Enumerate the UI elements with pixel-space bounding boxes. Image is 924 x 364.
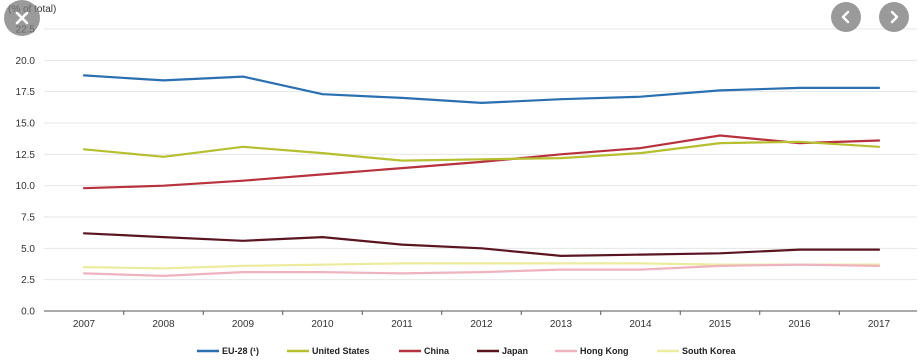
series-line bbox=[82, 232, 881, 257]
legend-item: South Korea bbox=[657, 346, 736, 356]
x-tick-label: 2014 bbox=[629, 319, 652, 330]
x-tick-label: 2016 bbox=[788, 319, 811, 330]
x-tick-label: 2012 bbox=[470, 319, 493, 330]
legend-label: United States bbox=[312, 346, 370, 356]
x-axis-tick-labels: 2007 2008 2009 2010 2011 2012 2013 2014 2015 2016… bbox=[73, 319, 891, 330]
y-tick-label: 5.0 bbox=[21, 244, 35, 255]
series-line bbox=[82, 140, 881, 162]
legend-label: China bbox=[424, 346, 450, 356]
y-tick-label: 0.0 bbox=[21, 307, 35, 318]
legend-item: China bbox=[399, 346, 450, 356]
close-icon bbox=[15, 11, 29, 25]
x-tick-label: 2007 bbox=[73, 319, 96, 330]
legend: EU-28 (¹) United States China Japan Hong Kon… bbox=[197, 346, 736, 356]
legend-label: South Korea bbox=[682, 346, 736, 356]
previous-button[interactable] bbox=[831, 2, 861, 32]
x-tick-label: 2011 bbox=[391, 319, 413, 330]
close-button[interactable] bbox=[4, 0, 40, 36]
y-tick-label: 7.5 bbox=[21, 213, 35, 224]
chevron-left-icon bbox=[841, 10, 850, 24]
y-axis-tick-labels: 0.02.55.07.510.012.515.017.520.022.5 bbox=[16, 25, 36, 318]
series-line bbox=[82, 74, 881, 105]
y-tick-label: 12.5 bbox=[16, 150, 36, 161]
series-line bbox=[82, 134, 881, 190]
legend-label: Japan bbox=[502, 346, 528, 356]
series-line bbox=[82, 263, 881, 277]
x-tick-label: 2008 bbox=[152, 319, 175, 330]
x-axis bbox=[44, 310, 917, 315]
next-button[interactable] bbox=[879, 2, 909, 32]
x-tick-label: 2017 bbox=[868, 319, 891, 330]
y-tick-label: 10.0 bbox=[16, 181, 36, 192]
legend-label: Hong Kong bbox=[580, 346, 629, 356]
legend-item: Hong Kong bbox=[555, 346, 629, 356]
legend-item: EU-28 (¹) bbox=[197, 346, 259, 356]
legend-label: EU-28 (¹) bbox=[222, 346, 259, 356]
y-tick-label: 2.5 bbox=[21, 275, 35, 286]
y-tick-label: 15.0 bbox=[16, 119, 36, 130]
x-tick-label: 2015 bbox=[709, 319, 732, 330]
series-lines bbox=[82, 74, 881, 277]
x-tick-label: 2009 bbox=[232, 319, 255, 330]
y-tick-label: 17.5 bbox=[16, 87, 36, 98]
x-tick-label: 2013 bbox=[550, 319, 573, 330]
x-tick-label: 2010 bbox=[311, 319, 334, 330]
legend-item: United States bbox=[287, 346, 370, 356]
legend-item: Japan bbox=[477, 346, 528, 356]
chevron-right-icon bbox=[890, 10, 899, 24]
y-tick-label: 20.0 bbox=[16, 56, 36, 67]
